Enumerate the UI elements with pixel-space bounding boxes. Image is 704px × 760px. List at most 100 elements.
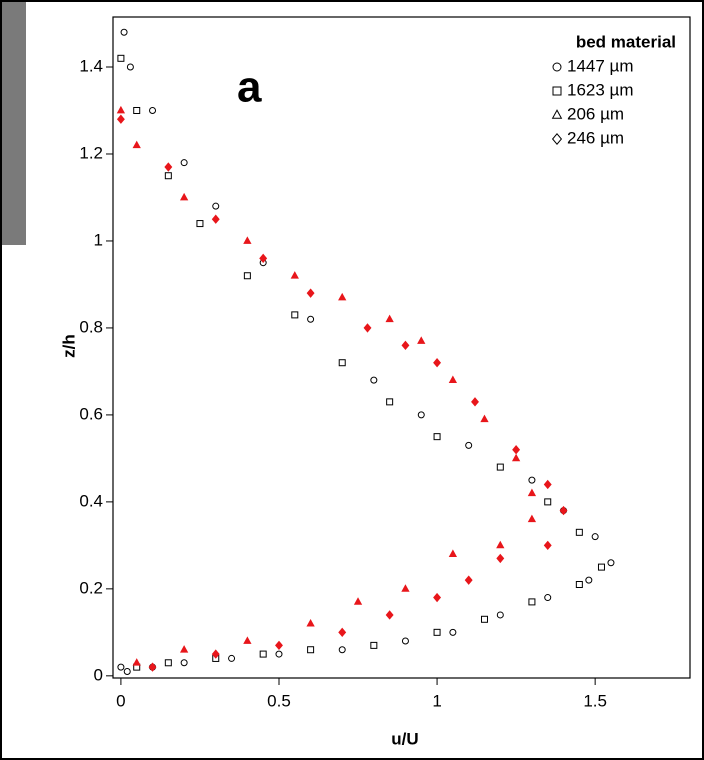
data-point bbox=[353, 597, 363, 605]
data-point bbox=[449, 628, 457, 636]
data-point bbox=[243, 272, 251, 280]
data-point bbox=[275, 640, 283, 651]
data-point bbox=[448, 375, 458, 384]
data-point bbox=[559, 505, 568, 516]
data-point bbox=[417, 411, 425, 419]
data-point bbox=[575, 528, 583, 536]
data-point bbox=[133, 106, 141, 114]
data-point bbox=[528, 598, 536, 606]
data-point bbox=[179, 645, 189, 653]
data-point bbox=[433, 628, 441, 636]
data-point bbox=[211, 214, 220, 224]
data-point bbox=[291, 311, 299, 319]
data-point bbox=[544, 594, 552, 602]
y-tick-label: 1 bbox=[94, 230, 103, 249]
y-tick-label: 1.2 bbox=[79, 143, 103, 162]
legend-label: 1623 µm bbox=[567, 80, 634, 99]
y-tick-label: 1.4 bbox=[79, 56, 103, 75]
data-point bbox=[259, 650, 267, 658]
data-point bbox=[116, 105, 126, 114]
data-point bbox=[211, 649, 220, 659]
legend-label: 246 µm bbox=[567, 128, 624, 147]
data-point bbox=[196, 220, 204, 228]
data-point bbox=[385, 610, 394, 620]
data-point bbox=[591, 533, 599, 541]
data-point bbox=[543, 479, 552, 490]
y-tick-label: 0.2 bbox=[79, 578, 103, 597]
data-point bbox=[496, 463, 504, 471]
data-point bbox=[597, 563, 605, 571]
y-tick-label: 0.6 bbox=[79, 404, 103, 423]
data-point bbox=[307, 646, 315, 654]
legend-marker bbox=[552, 86, 562, 96]
x-tick-label: 1 bbox=[432, 691, 441, 710]
photo-fragment bbox=[0, 0, 26, 245]
data-point bbox=[544, 498, 552, 506]
y-tick-label: 0 bbox=[94, 665, 103, 684]
data-point bbox=[126, 63, 134, 71]
data-point bbox=[259, 253, 268, 264]
data-point bbox=[132, 140, 141, 149]
data-point bbox=[480, 615, 488, 623]
data-point bbox=[607, 559, 615, 567]
data-point bbox=[243, 636, 252, 644]
data-point bbox=[386, 398, 394, 406]
y-axis-label: z/h bbox=[59, 334, 78, 358]
data-point bbox=[527, 514, 537, 523]
data-point bbox=[117, 663, 125, 671]
data-point bbox=[528, 476, 536, 484]
data-point bbox=[433, 433, 441, 441]
data-point bbox=[306, 288, 315, 298]
data-point bbox=[164, 162, 173, 172]
x-tick-label: 1.5 bbox=[583, 691, 607, 710]
data-point bbox=[307, 315, 315, 323]
data-point bbox=[116, 114, 125, 124]
data-point bbox=[243, 236, 252, 244]
data-point bbox=[148, 662, 157, 672]
data-point bbox=[338, 359, 346, 367]
data-point bbox=[496, 540, 505, 549]
legend-title: bed material bbox=[576, 32, 676, 51]
x-tick-label: 0 bbox=[116, 691, 125, 710]
data-point bbox=[512, 445, 521, 455]
data-point bbox=[543, 540, 552, 551]
legend-marker bbox=[551, 133, 563, 145]
data-point bbox=[132, 658, 141, 666]
data-point bbox=[527, 488, 537, 497]
data-point bbox=[433, 592, 442, 603]
x-axis-label: u/U bbox=[391, 729, 418, 748]
data-point bbox=[149, 106, 157, 114]
data-point bbox=[370, 641, 378, 649]
y-tick-label: 0.4 bbox=[79, 491, 103, 510]
y-tick-label: 0.8 bbox=[79, 317, 103, 336]
data-point bbox=[401, 584, 410, 592]
data-point bbox=[417, 336, 426, 344]
data-point bbox=[480, 414, 489, 423]
data-point bbox=[496, 553, 505, 564]
data-point bbox=[212, 202, 220, 210]
data-point bbox=[433, 358, 442, 368]
data-point bbox=[120, 28, 128, 36]
data-point bbox=[306, 619, 315, 627]
data-point bbox=[164, 659, 172, 667]
panel-label: a bbox=[237, 63, 262, 112]
data-point bbox=[338, 292, 347, 301]
data-point bbox=[448, 549, 458, 557]
data-point bbox=[117, 54, 125, 62]
legend-marker bbox=[552, 62, 562, 72]
data-point bbox=[385, 314, 394, 323]
data-point bbox=[179, 192, 189, 201]
legend-marker bbox=[551, 109, 563, 119]
data-point bbox=[464, 575, 473, 585]
data-point bbox=[401, 340, 410, 350]
legend-label: 1447 µm bbox=[567, 56, 634, 75]
data-point bbox=[471, 397, 479, 407]
data-point bbox=[401, 637, 409, 645]
legend-label: 206 µm bbox=[567, 104, 624, 123]
data-point bbox=[275, 650, 283, 658]
data-point bbox=[338, 627, 347, 638]
data-point bbox=[496, 611, 504, 619]
